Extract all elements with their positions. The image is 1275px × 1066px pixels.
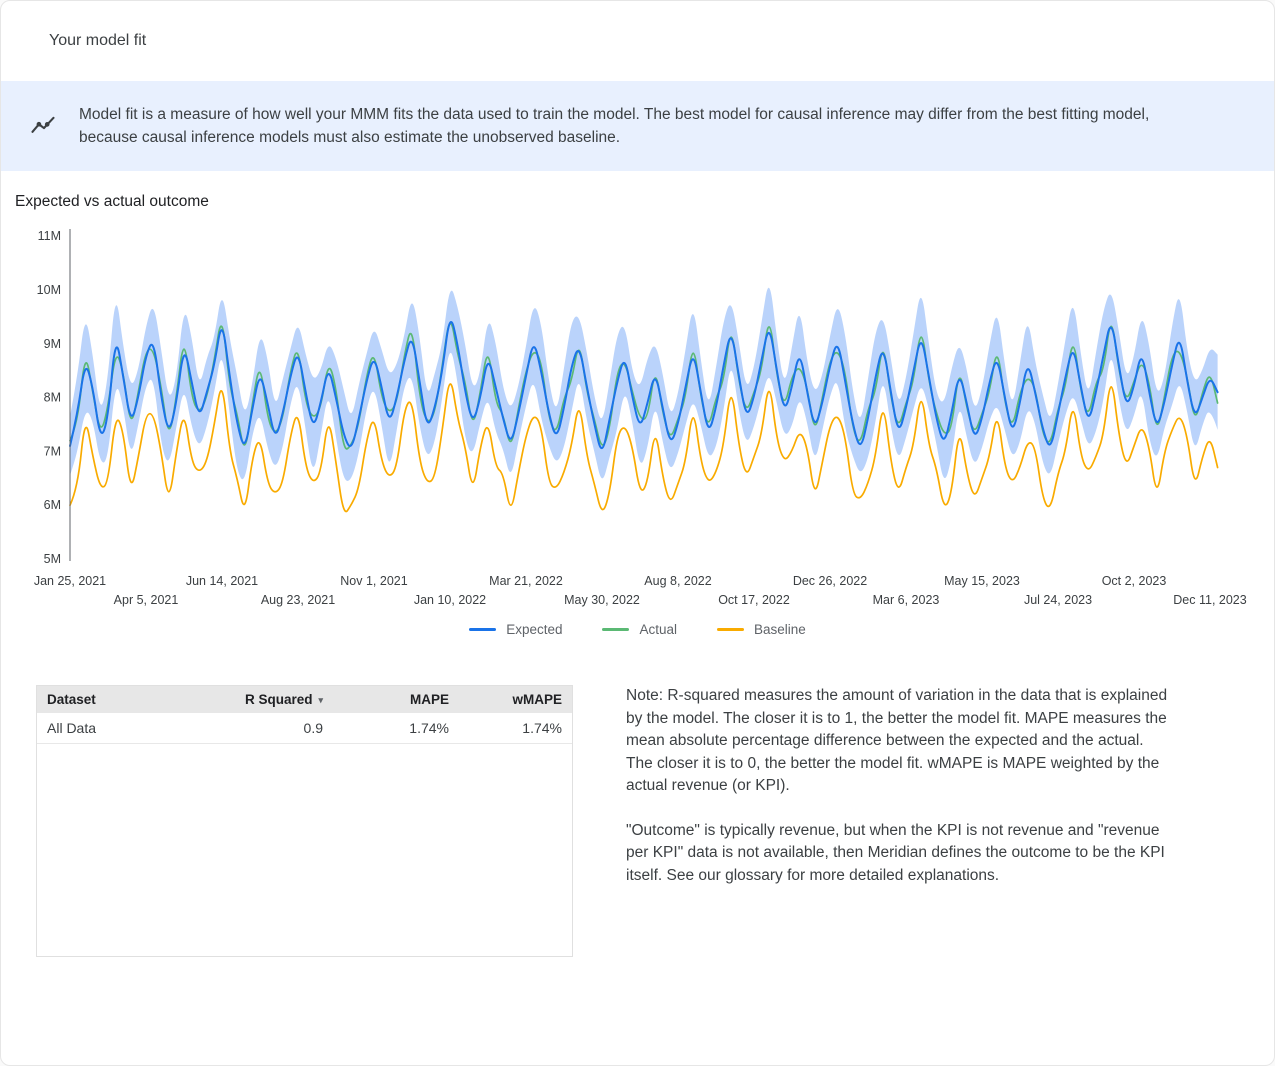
model-fit-table: Dataset R Squared ▾ MAPE wMAPE All Data 0.9 1.… bbox=[36, 685, 573, 957]
legend-item-expected: Expected bbox=[469, 622, 562, 637]
chart-section: Expected vs actual outcome 5M 6M 7M 8M 9M 10M… bbox=[1, 171, 1274, 643]
table-cell: All Data bbox=[37, 713, 187, 744]
x-axis-label: Jan 25, 2021 bbox=[34, 574, 106, 588]
x-axis-label: May 30, 2022 bbox=[564, 593, 640, 607]
chart-legend: Expected Actual Baseline bbox=[1, 615, 1274, 643]
details-section: Dataset R Squared ▾ MAPE wMAPE All Data 0.9 1.… bbox=[1, 643, 1274, 957]
x-axis-label: Mar 6, 2023 bbox=[873, 593, 940, 607]
legend-swatch-actual bbox=[602, 627, 630, 631]
legend-label: Expected bbox=[506, 621, 563, 637]
table-body: All Data 0.9 1.74% 1.74% bbox=[37, 713, 572, 744]
y-axis-label: 8M bbox=[44, 391, 61, 405]
table-cell: 0.9 bbox=[187, 713, 333, 744]
column-header-r-squared[interactable]: R Squared ▾ bbox=[187, 686, 333, 713]
x-axis-label: Aug 8, 2022 bbox=[644, 574, 711, 588]
info-banner: Model fit is a measure of how well your … bbox=[1, 81, 1274, 171]
y-axis-label: 11M bbox=[38, 229, 61, 243]
x-axis-label: Jun 14, 2021 bbox=[186, 574, 258, 588]
page-title: Your model fit bbox=[49, 32, 147, 49]
x-axis-label: Apr 5, 2021 bbox=[114, 593, 179, 607]
info-banner-text: Model fit is a measure of how well your … bbox=[79, 106, 1150, 146]
column-header-wmape: wMAPE bbox=[459, 686, 572, 713]
x-axis-label: Jul 24, 2023 bbox=[1024, 593, 1092, 607]
x-axis-label: Oct 2, 2023 bbox=[1102, 574, 1167, 588]
model-fit-line-chart-icon bbox=[29, 112, 57, 140]
x-axis-label: Dec 11, 2023 bbox=[1173, 593, 1246, 607]
legend-swatch-baseline bbox=[717, 627, 745, 631]
x-axis-label: Jan 10, 2022 bbox=[414, 593, 486, 607]
model-fit-chart: 5M 6M 7M 8M 9M 10M 11M Jan 25, 2021 Apr 5, 2021 J… bbox=[34, 229, 1247, 607]
table-row: All Data 0.9 1.74% 1.74% bbox=[37, 713, 572, 744]
x-axis-label: May 15, 2023 bbox=[944, 574, 1020, 588]
y-axis-label: 7M bbox=[44, 444, 61, 458]
series-line-baseline bbox=[69, 383, 1219, 513]
sort-caret-icon: ▾ bbox=[318, 695, 323, 705]
column-header-mape: MAPE bbox=[333, 686, 459, 713]
x-axis-label: Mar 21, 2022 bbox=[489, 574, 563, 588]
note-paragraph-1: Note: R-squared measures the amount of v… bbox=[626, 687, 1168, 794]
x-axis-label: Dec 26, 2022 bbox=[793, 574, 867, 588]
x-axis-label: Aug 23, 2021 bbox=[261, 593, 335, 607]
notes-block: Note: R-squared measures the amount of v… bbox=[626, 685, 1171, 957]
legend-label: Baseline bbox=[754, 621, 806, 637]
legend-item-baseline: Baseline bbox=[717, 622, 806, 637]
series-line-expected bbox=[69, 320, 1219, 450]
y-axis-label: 10M bbox=[37, 283, 61, 297]
x-axis-label: Nov 1, 2021 bbox=[340, 574, 407, 588]
x-axis-label: Oct 17, 2022 bbox=[718, 593, 790, 607]
legend-swatch-expected bbox=[469, 627, 497, 631]
y-axis-label: 9M bbox=[44, 337, 61, 351]
page-header: Your model fit bbox=[1, 1, 1274, 81]
legend-label: Actual bbox=[639, 621, 678, 637]
chart-title: Expected vs actual outcome bbox=[15, 193, 209, 210]
note-paragraph-2: "Outcome" is typically revenue, but when… bbox=[626, 821, 1165, 884]
legend-item-actual: Actual bbox=[602, 622, 677, 637]
confidence-band bbox=[70, 287, 1218, 481]
y-axis-label: 6M bbox=[44, 498, 61, 512]
column-header-dataset: Dataset bbox=[37, 686, 187, 713]
table-cell: 1.74% bbox=[333, 713, 459, 744]
y-axis-label: 5M bbox=[44, 552, 61, 566]
table-cell: 1.74% bbox=[459, 713, 572, 744]
table-header-row: Dataset R Squared ▾ MAPE wMAPE bbox=[37, 686, 572, 713]
